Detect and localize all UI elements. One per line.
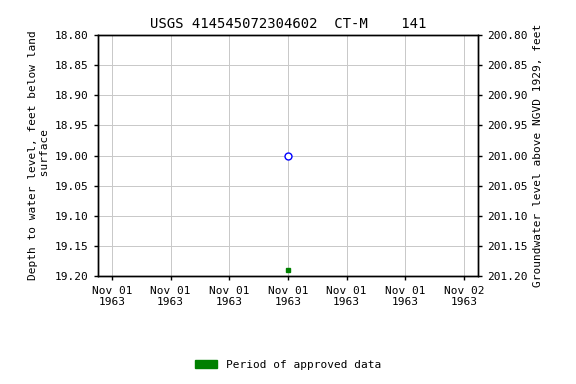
Legend: Period of approved data: Period of approved data bbox=[191, 356, 385, 375]
Y-axis label: Depth to water level, feet below land
 surface: Depth to water level, feet below land su… bbox=[28, 31, 50, 280]
Y-axis label: Groundwater level above NGVD 1929, feet: Groundwater level above NGVD 1929, feet bbox=[533, 24, 543, 287]
Title: USGS 414545072304602  CT-M    141: USGS 414545072304602 CT-M 141 bbox=[150, 17, 426, 31]
